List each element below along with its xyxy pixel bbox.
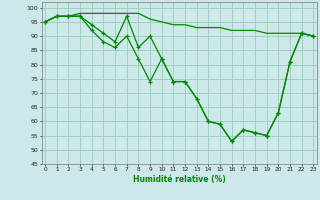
- X-axis label: Humidité relative (%): Humidité relative (%): [133, 175, 226, 184]
